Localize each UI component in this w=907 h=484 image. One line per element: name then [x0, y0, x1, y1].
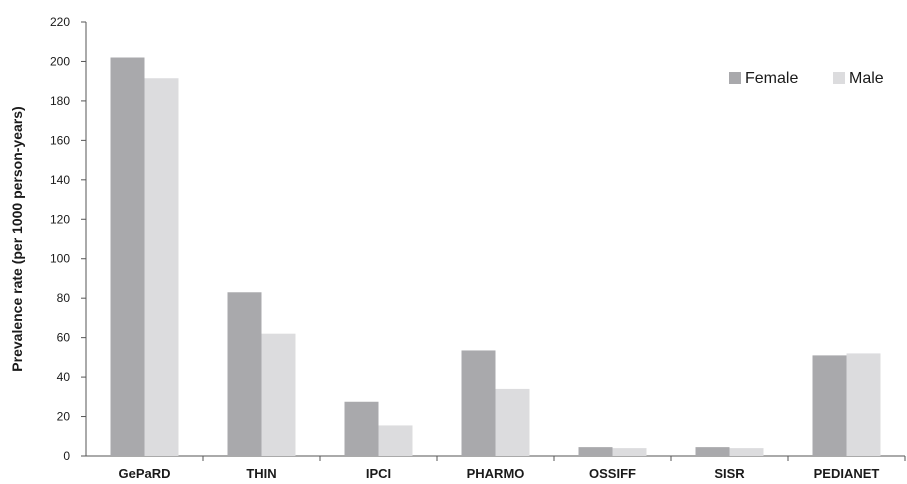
y-axis-title: Prevalence rate (per 1000 person-years) [9, 106, 25, 371]
y-axis-title-group: Prevalence rate (per 1000 person-years) [9, 106, 25, 371]
y-tick-label: 140 [50, 173, 70, 187]
bar-male-ipci [378, 425, 413, 456]
y-tick-label: 40 [57, 370, 71, 384]
bar-female-ipci [344, 401, 379, 456]
y-tick-label: 220 [50, 15, 70, 29]
y-tick-label: 0 [63, 449, 70, 463]
y-tick-label: 100 [50, 252, 70, 266]
x-tick-label: IPCI [366, 466, 391, 481]
y-tick-label: 80 [57, 291, 71, 305]
bars [110, 57, 881, 457]
y-tick-label: 60 [57, 331, 71, 345]
y-tick-label: 200 [50, 54, 70, 68]
bar-female-pedianet [812, 355, 847, 456]
bar-male-gepard [144, 78, 179, 457]
x-tick-label: OSSIFF [589, 466, 636, 481]
bar-female-thin [227, 292, 262, 456]
bar-male-pharmo [495, 388, 530, 456]
x-tick-label: THIN [246, 466, 276, 481]
x-tick-label: GePaRD [118, 466, 170, 481]
legend-swatch-female [729, 72, 741, 84]
bar-female-gepard [110, 57, 145, 456]
y-tick-label: 160 [50, 133, 70, 147]
y-tick-label: 20 [57, 410, 71, 424]
bar-male-pedianet [846, 353, 881, 456]
legend-label-female: Female [745, 70, 798, 87]
y-tick-label: 180 [50, 94, 70, 108]
legend-swatch-male [833, 72, 845, 84]
bar-male-ossiff [612, 448, 647, 456]
y-tick-label: 120 [50, 212, 70, 226]
bar-male-thin [261, 333, 296, 456]
legend-label-male: Male [849, 70, 884, 87]
x-tick-label: PHARMO [467, 466, 525, 481]
x-tick-label: SISR [714, 466, 745, 481]
bar-female-sisr [695, 447, 730, 456]
bar-female-ossiff [578, 447, 613, 456]
bar-female-pharmo [461, 350, 496, 456]
x-axis-labels: GePaRD THIN IPCI PHARMO OSSIFF SISR PEDIANET [118, 456, 906, 481]
bar-male-sisr [729, 448, 764, 456]
y-axis-ticks: 0 20 40 60 80 100 120 140 160 180 200 220 [50, 15, 86, 463]
legend: Female Male [729, 70, 884, 87]
x-tick-label: PEDIANET [814, 466, 880, 481]
